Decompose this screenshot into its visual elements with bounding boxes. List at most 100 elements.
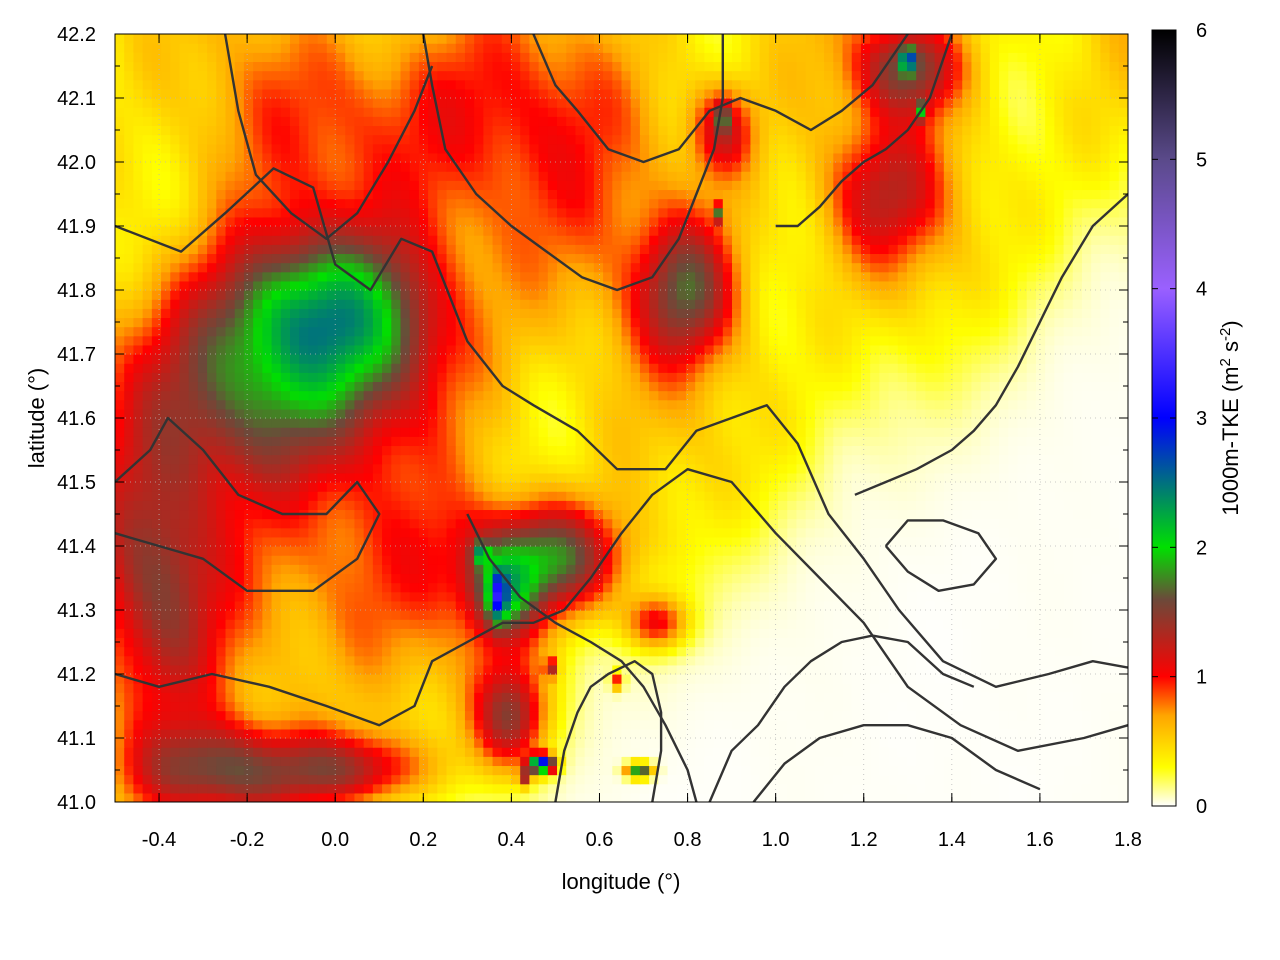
heatmap-cell [612, 408, 623, 419]
heatmap-cell [989, 628, 1000, 639]
heatmap-cell [243, 765, 254, 776]
heatmap-cell [326, 491, 337, 501]
heatmap-cell [667, 738, 678, 748]
heatmap-cell [418, 573, 429, 584]
heatmap-cell [1063, 591, 1074, 602]
heatmap-cell [510, 582, 521, 593]
heatmap-cell [980, 491, 991, 501]
heatmap-cell [906, 646, 917, 657]
heatmap-cell [1118, 482, 1128, 492]
heatmap-cell [336, 628, 346, 639]
heatmap-cell [280, 646, 291, 657]
heatmap-cell [1017, 591, 1028, 602]
heatmap-cell [391, 637, 402, 648]
heatmap-cell [124, 683, 135, 693]
heatmap-cell [207, 600, 217, 611]
heatmap-cell [695, 482, 705, 492]
heatmap-cell [639, 655, 650, 666]
heatmap-cell [1091, 491, 1101, 501]
heatmap-cell [197, 546, 208, 556]
heatmap-cell [1026, 591, 1037, 602]
heatmap-cell [566, 536, 577, 547]
heatmap-cell [676, 701, 687, 712]
heatmap-cell [897, 573, 908, 584]
heatmap-cell [639, 472, 650, 483]
heatmap-cell [345, 610, 356, 620]
heatmap-cell [787, 418, 798, 428]
heatmap-cell [557, 408, 567, 419]
heatmap-cell [1100, 390, 1111, 401]
heatmap-cell [732, 463, 742, 474]
heatmap-cell [575, 655, 586, 666]
heatmap-cell [814, 500, 825, 511]
heatmap-cell [253, 555, 263, 565]
heatmap-cell [372, 728, 383, 739]
heatmap-cell [262, 637, 273, 648]
heatmap-cell [962, 646, 973, 657]
heatmap-cell [455, 683, 466, 693]
heatmap-cell [1035, 783, 1046, 794]
heatmap-cell [575, 418, 586, 428]
heatmap-cell [824, 628, 834, 639]
heatmap-cell [962, 591, 973, 602]
heatmap-cell [372, 536, 383, 547]
heatmap-cell [768, 445, 779, 456]
heatmap-cell [400, 463, 411, 474]
heatmap-cell [289, 710, 300, 721]
heatmap-cell [805, 637, 816, 648]
heatmap-cell [962, 637, 973, 648]
heatmap-cell [575, 628, 586, 639]
heatmap-cell [888, 500, 899, 511]
heatmap-cell [805, 500, 816, 511]
heatmap-cell [962, 600, 973, 611]
heatmap-cell [1063, 738, 1074, 748]
heatmap-cell [1008, 436, 1019, 447]
heatmap-cell [391, 463, 402, 474]
heatmap-cell [962, 555, 973, 565]
heatmap-cell [151, 564, 162, 575]
heatmap-cell [520, 792, 531, 802]
heatmap-cell [971, 692, 982, 703]
heatmap-cell [1045, 399, 1055, 410]
heatmap-cell [612, 546, 623, 556]
heatmap-cell [501, 582, 512, 593]
heatmap-cell [197, 674, 208, 684]
heatmap-cell [741, 765, 752, 776]
heatmap-cell [179, 454, 190, 465]
heatmap-cell [133, 573, 144, 584]
heatmap-cell [768, 591, 779, 602]
heatmap-cell [133, 774, 144, 785]
heatmap-cell [529, 546, 540, 556]
heatmap-cell [805, 463, 816, 474]
heatmap-cell [593, 637, 604, 648]
heatmap-cell [133, 628, 144, 639]
heatmap-cell [695, 628, 705, 639]
heatmap-cell [243, 619, 254, 629]
heatmap-cell [289, 408, 300, 419]
heatmap-cell [566, 674, 577, 684]
heatmap-cell [989, 463, 1000, 474]
heatmap-cell [962, 445, 973, 456]
heatmap-cell [584, 600, 595, 611]
heatmap-cell [842, 463, 853, 474]
heatmap-cell [695, 408, 705, 419]
heatmap-cell [603, 591, 613, 602]
heatmap-cell [409, 628, 420, 639]
heatmap-cell [805, 472, 816, 483]
heatmap-cell [953, 792, 963, 802]
heatmap-cell [805, 646, 816, 657]
heatmap-cell [1035, 692, 1046, 703]
heatmap-cell [133, 436, 144, 447]
heatmap-cell [437, 692, 448, 703]
heatmap-cell [400, 600, 411, 611]
heatmap-cell [1026, 427, 1037, 437]
heatmap-cell [372, 683, 383, 693]
heatmap-cell [455, 436, 466, 447]
heatmap-cell [418, 756, 429, 767]
heatmap-cell [658, 728, 669, 739]
heatmap-cell [170, 765, 181, 776]
heatmap-cell [630, 408, 641, 419]
heatmap-cell [943, 646, 954, 657]
heatmap-cell [1081, 408, 1092, 419]
heatmap-cell [870, 683, 880, 693]
